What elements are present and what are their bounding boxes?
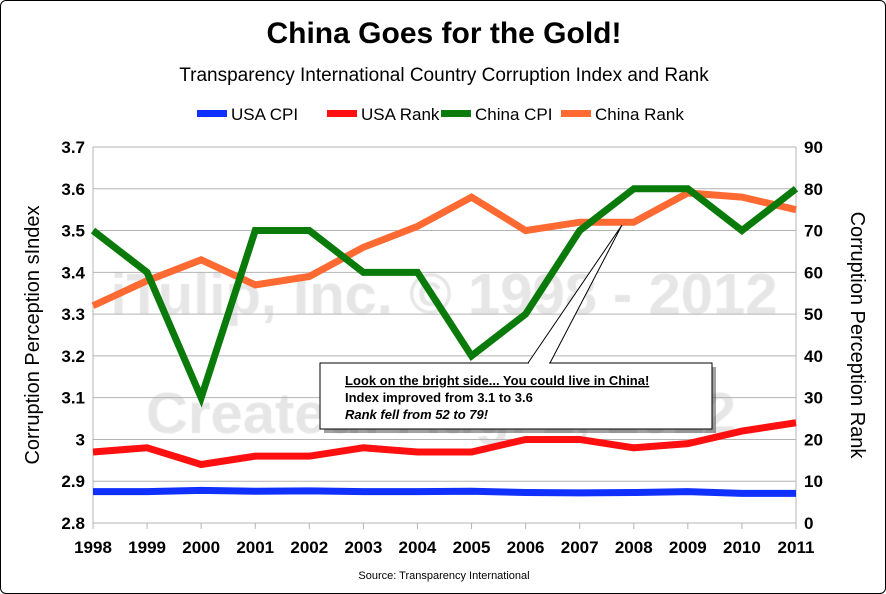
y-tick-label: 3.7	[61, 138, 85, 157]
annotation-callout: Look on the bright side... You could liv…	[319, 224, 716, 433]
y2-tick-label: 90	[804, 138, 823, 157]
series-line-china-cpi	[90, 185, 799, 408]
y2-tick-label: 60	[804, 263, 823, 282]
x-tick-label: 2000	[182, 538, 220, 557]
annotation-line2: Rank fell from 52 to 79!	[345, 407, 489, 422]
legend-swatch	[327, 110, 357, 117]
legend-swatch	[441, 110, 471, 117]
series-line-china-rank	[91, 189, 797, 309]
y2-tick-label: 20	[804, 430, 823, 449]
x-tick-label: 2004	[399, 538, 437, 557]
x-tick-label: 2011	[778, 538, 815, 557]
y-tick-label: 2.9	[61, 472, 85, 491]
legend-label: USA CPI	[231, 105, 298, 124]
grid	[92, 146, 797, 529]
axis-ticks: 2.8 2.9 3 3.1 3.2 3.3 3.4 3.5 3.6 3.7 0 10 20 30 40 50 6…	[61, 138, 823, 557]
x-tick-label: 2003	[344, 538, 382, 557]
x-tick-label: 2009	[669, 538, 707, 557]
y2-axis-label: Corruption Perception Rank	[846, 212, 868, 460]
y-tick-label: 3.1	[61, 389, 85, 408]
legend-swatch	[197, 110, 227, 117]
legend-label: China CPI	[475, 105, 552, 124]
chart-title: China Goes for the Gold!	[266, 17, 621, 50]
y2-tick-label: 30	[804, 389, 823, 408]
y-tick-label: 3.6	[61, 180, 85, 199]
y-axis-label: Corruption Perception sIndex	[22, 205, 44, 464]
x-tick-label: 2006	[507, 538, 545, 557]
legend-label: China Rank	[595, 105, 684, 124]
source-note: Source: Transparency International	[358, 570, 529, 582]
y-tick-label: 2.8	[61, 514, 85, 533]
x-tick-label: 2001	[236, 538, 274, 557]
x-tick-label: 1998	[74, 538, 112, 557]
y2-tick-label: 10	[804, 472, 823, 491]
x-tick-label: 1999	[128, 538, 166, 557]
x-tick-label: 2010	[723, 538, 761, 557]
x-tick-label: 2007	[561, 538, 599, 557]
annotation-line1: Index improved from 3.1 to 3.6	[345, 390, 533, 405]
legend-swatch	[561, 110, 591, 117]
y2-tick-label: 0	[804, 514, 813, 533]
y-tick-label: 3.4	[61, 263, 85, 282]
legend-label: USA Rank	[361, 105, 440, 124]
x-tick-label: 2002	[290, 538, 328, 557]
y2-tick-label: 80	[804, 180, 823, 199]
y2-tick-label: 40	[804, 347, 823, 366]
chart-subtitle: Transparency International Country Corru…	[179, 65, 709, 86]
legend: USA CPI USA Rank China CPI China Rank	[197, 105, 684, 124]
y-tick-label: 3.5	[61, 222, 85, 241]
y2-tick-label: 50	[804, 305, 823, 324]
y2-tick-label: 70	[804, 222, 823, 241]
x-tick-label: 2008	[615, 538, 653, 557]
series-lines	[90, 185, 799, 497]
x-tick-label: 2005	[453, 538, 491, 557]
y-tick-label: 3.3	[61, 305, 85, 324]
series-line-usa-cpi	[93, 486, 796, 497]
y-tick-label: 3	[76, 430, 85, 449]
y-tick-label: 3.2	[61, 347, 85, 366]
annotation-heading: Look on the bright side... You could liv…	[345, 373, 649, 388]
series-line-usa-rank	[92, 419, 797, 469]
